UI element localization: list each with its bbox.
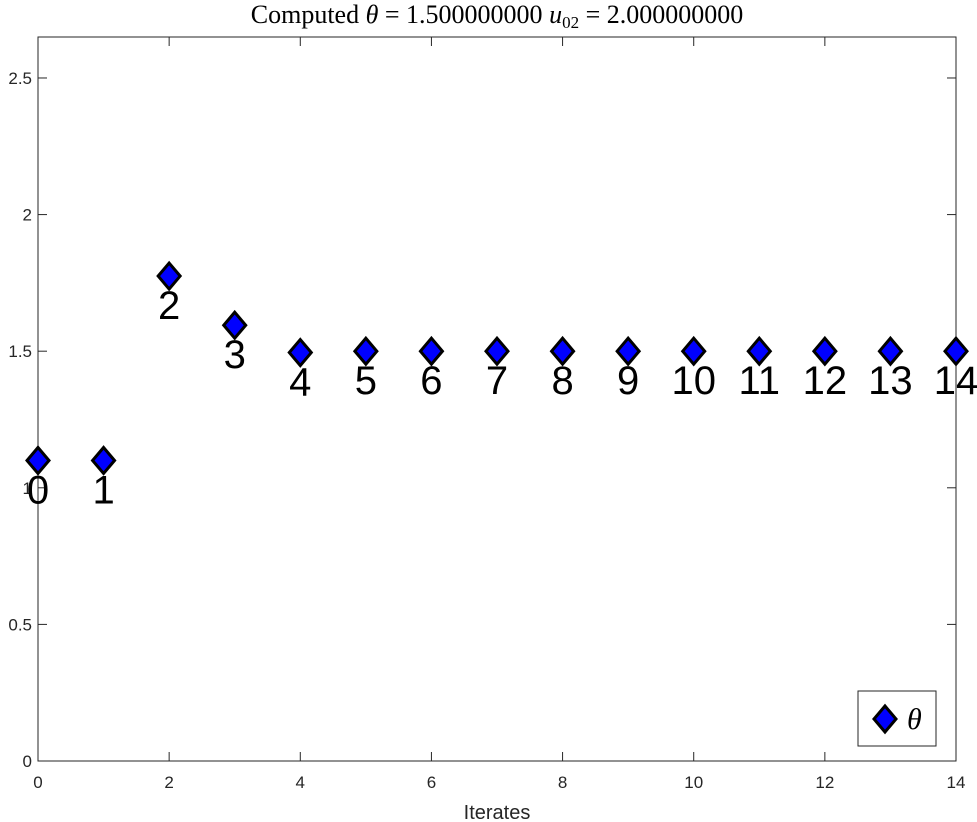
x-axis-label: Iterates — [464, 802, 531, 822]
y-tick-label: 0.5 — [8, 615, 32, 634]
legend: θ — [857, 690, 937, 747]
x-tick-label: 10 — [684, 773, 703, 792]
data-point — [25, 445, 51, 476]
data-label: 11 — [739, 359, 781, 403]
data-point — [811, 335, 838, 367]
data-label: 6 — [420, 359, 442, 403]
data-markers — [25, 260, 969, 476]
legend-label: θ — [907, 703, 922, 736]
y-tick-label: 2.5 — [8, 69, 32, 88]
data-label: 1 — [92, 468, 114, 512]
data-label: 8 — [551, 359, 573, 403]
data-point — [221, 309, 248, 341]
data-point — [287, 337, 314, 368]
data-label: 4 — [289, 361, 311, 405]
x-tick-label: 12 — [815, 773, 834, 792]
data-point — [484, 335, 510, 367]
data-point — [615, 335, 642, 367]
x-tick-label: 6 — [427, 773, 436, 792]
x-tick-label: 14 — [947, 773, 966, 792]
data-label: 3 — [224, 333, 246, 377]
y-tick-label: 2 — [23, 206, 32, 225]
y-tick-label: 1.5 — [8, 342, 32, 361]
data-label: 9 — [617, 359, 639, 403]
y-tick-label: 0 — [23, 752, 32, 771]
plot-area — [38, 37, 956, 761]
data-point — [877, 335, 904, 367]
y-tick-label: 1 — [23, 479, 32, 498]
data-label: 7 — [486, 359, 508, 403]
data-label: 10 — [671, 359, 716, 403]
data-label: 2 — [158, 284, 180, 328]
plot-frame — [37, 36, 957, 762]
x-tick-label: 2 — [164, 773, 173, 792]
x-tick-label: 4 — [296, 773, 305, 792]
data-point — [90, 445, 117, 476]
x-tick-label: 8 — [558, 773, 567, 792]
data-point — [352, 335, 379, 367]
data-label: 14 — [934, 359, 977, 403]
data-point — [746, 335, 773, 367]
data-point — [156, 260, 183, 292]
data-point — [680, 335, 707, 367]
data-point — [418, 335, 445, 367]
data-label: 12 — [803, 359, 848, 403]
data-label: 5 — [355, 359, 377, 403]
legend-diamond-icon — [872, 703, 898, 735]
x-tick-label: 0 — [33, 773, 42, 792]
data-point — [549, 335, 576, 367]
data-point — [943, 335, 969, 367]
data-label: 0 — [27, 468, 49, 512]
data-label: 13 — [868, 359, 913, 403]
chart-title: Computed θ = 1.500000000 u02 = 2.0000000… — [251, 0, 743, 32]
